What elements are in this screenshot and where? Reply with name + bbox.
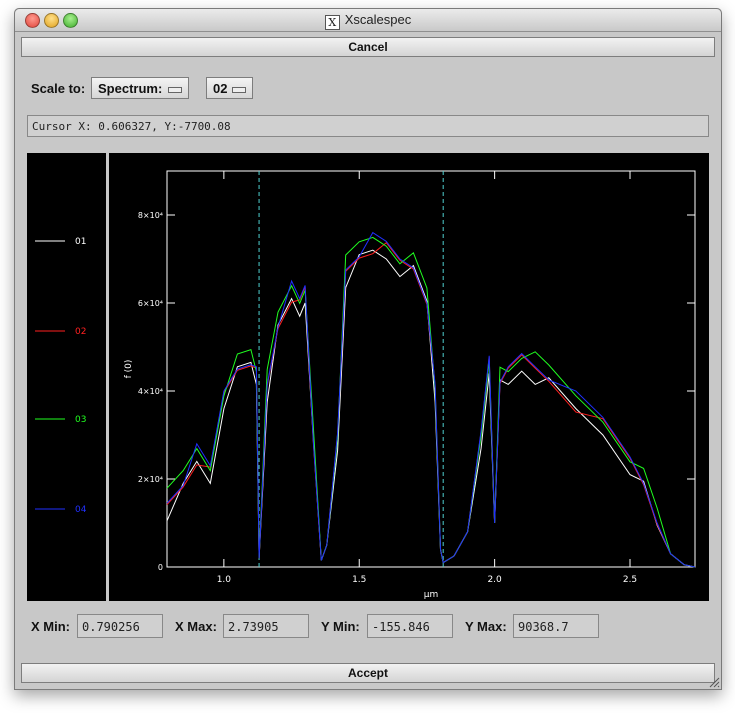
x11-icon: X [324, 15, 340, 30]
y-tick-label: 2×10⁴ [138, 475, 163, 484]
legend-label-04: 04 [75, 505, 87, 515]
legend-label-03: 03 [75, 415, 86, 425]
resize-grip-icon[interactable] [708, 676, 720, 688]
scale-mode-value: Spectrum: [98, 81, 163, 96]
series-line-02 [166, 241, 696, 568]
minimize-window-button[interactable] [44, 13, 59, 28]
x-axis-label: μm [424, 590, 439, 600]
x-tick-label: 1.0 [217, 575, 232, 585]
window-title-group: X Xscalespec [15, 12, 721, 30]
series-line-04 [166, 231, 696, 568]
y-tick-label: 0 [158, 563, 163, 572]
x-tick-label: 2.5 [623, 575, 637, 585]
xmin-input[interactable]: 0.790256 [77, 614, 163, 638]
series-line-03 [166, 236, 696, 568]
plot-area[interactable]: 01 02 03 04 1.0 1.5 2.0 2.5 0 2×10⁴ 4×10⁴ 6×10⁴ 8×1… [27, 153, 709, 601]
spectrum-dropdown[interactable]: 02 [206, 77, 253, 99]
xmax-label: X Max: [175, 619, 217, 634]
x-tick-label: 2.0 [487, 575, 502, 585]
y-tick-label: 4×10⁴ [138, 387, 163, 396]
scale-to-label: Scale to: [31, 81, 86, 96]
close-window-button[interactable] [25, 13, 40, 28]
legend-divider [106, 153, 109, 601]
legend: 01 02 03 04 [35, 237, 87, 515]
zoom-window-button[interactable] [63, 13, 78, 28]
spectrum-chart[interactable]: 1.0 1.5 2.0 2.5 0 2×10⁴ 4×10⁴ 6×10⁴ 8×10⁴ μm f (0) [109, 153, 709, 601]
plot-frame [166, 170, 696, 568]
xscalespec-window: X Xscalespec Cancel Scale to: Spectrum: 0… [14, 8, 722, 690]
ymin-input[interactable]: -155.846 [367, 614, 453, 638]
dropdown-indicator-icon [168, 87, 182, 93]
y-tick-label: 6×10⁴ [138, 299, 163, 308]
legend-label-02: 02 [75, 327, 86, 337]
y-tick-label: 8×10⁴ [138, 211, 163, 220]
spectrum-value: 02 [213, 81, 228, 96]
title-bar[interactable]: X Xscalespec [15, 9, 721, 32]
scale-mode-dropdown[interactable]: Spectrum: [91, 77, 189, 99]
accept-button[interactable]: Accept [21, 663, 715, 683]
xmin-label: X Min: [31, 619, 70, 634]
ymax-input[interactable]: 90368.7 [513, 614, 599, 638]
legend-label-01: 01 [75, 237, 86, 247]
cancel-button[interactable]: Cancel [21, 37, 715, 57]
ymin-label: Y Min: [321, 619, 360, 634]
ymax-label: Y Max: [465, 619, 507, 634]
xmax-input[interactable]: 2.73905 [223, 614, 309, 638]
window-title: Xscalespec [344, 12, 412, 27]
y-axis-label: f (0) [124, 360, 134, 379]
dropdown-indicator-icon [232, 87, 246, 93]
series-line-01 [166, 249, 696, 568]
cursor-readout: Cursor X: 0.606327, Y:-7700.08 [27, 115, 709, 137]
x-tick-label: 1.5 [352, 575, 366, 585]
